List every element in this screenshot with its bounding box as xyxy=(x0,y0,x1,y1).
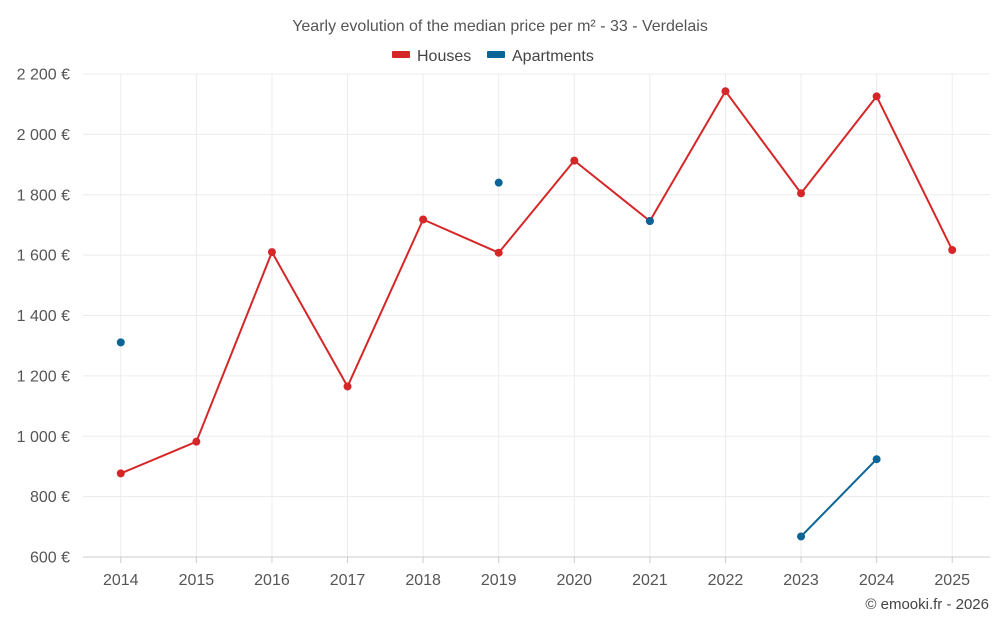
legend-label-apartments: Apartments xyxy=(512,48,594,65)
y-tick-label: 2 000 € xyxy=(17,127,70,144)
y-tick-label: 1 000 € xyxy=(17,429,70,446)
y-tick-label: 600 € xyxy=(30,550,70,567)
y-tick-label: 1 800 € xyxy=(17,187,70,204)
x-tick-label: 2014 xyxy=(103,572,139,589)
series-houses xyxy=(116,87,957,478)
x-tick-label: 2018 xyxy=(405,572,441,589)
x-tick-label: 2015 xyxy=(179,572,215,589)
data-point-apartments[interactable] xyxy=(645,217,654,226)
data-point-houses[interactable] xyxy=(419,215,428,224)
x-tick-label: 2021 xyxy=(632,572,668,589)
data-point-houses[interactable] xyxy=(343,382,352,391)
legend: Houses Apartments xyxy=(392,48,594,65)
legend-swatch-apartments xyxy=(487,51,505,58)
data-point-apartments[interactable] xyxy=(116,338,125,347)
data-point-houses[interactable] xyxy=(797,189,806,198)
data-point-houses[interactable] xyxy=(570,156,579,165)
data-point-apartments[interactable] xyxy=(797,532,806,541)
x-tick-label: 2023 xyxy=(783,572,819,589)
y-tick-label: 1 200 € xyxy=(17,368,70,385)
x-axis: 2014 2015 2016 2017 2018 2019 2020 2021 2022 2023… xyxy=(83,556,990,589)
x-tick-label: 2017 xyxy=(330,572,366,589)
x-tick-label: 2019 xyxy=(481,572,517,589)
x-tick-label: 2022 xyxy=(708,572,744,589)
data-point-houses[interactable] xyxy=(192,437,201,446)
legend-label-houses: Houses xyxy=(417,48,471,65)
y-tick-label: 2 200 € xyxy=(17,67,70,84)
x-tick-label: 2024 xyxy=(859,572,895,589)
y-tick-label: 1 600 € xyxy=(17,248,70,265)
plot-area xyxy=(116,87,957,541)
y-axis: 600 € 800 € 1 000 € 1 200 € 1 400 € 1 600 € 1 … xyxy=(17,67,70,567)
legend-item-houses[interactable]: Houses xyxy=(392,48,471,65)
y-tick-label: 800 € xyxy=(30,489,70,506)
series-apartments xyxy=(116,178,881,541)
series-line-houses xyxy=(120,90,954,475)
x-tick-label: 2025 xyxy=(934,572,970,589)
legend-item-apartments[interactable]: Apartments xyxy=(487,48,594,65)
chart-title: Yearly evolution of the median price per… xyxy=(292,18,708,35)
data-point-houses[interactable] xyxy=(494,248,503,257)
legend-swatch-houses xyxy=(392,51,410,58)
grid xyxy=(83,73,990,558)
x-tick-label: 2016 xyxy=(254,572,290,589)
credit-text: © emooki.fr - 2026 xyxy=(865,596,989,613)
data-point-houses[interactable] xyxy=(116,469,125,478)
series-line-apartments xyxy=(800,458,878,538)
data-point-apartments[interactable] xyxy=(494,178,503,187)
data-point-houses[interactable] xyxy=(872,92,881,101)
x-tick-label: 2020 xyxy=(556,572,592,589)
data-point-apartments[interactable] xyxy=(872,455,881,464)
y-tick-label: 1 400 € xyxy=(17,308,70,325)
data-point-houses[interactable] xyxy=(948,245,957,254)
data-point-houses[interactable] xyxy=(267,248,276,257)
data-point-houses[interactable] xyxy=(721,87,730,96)
